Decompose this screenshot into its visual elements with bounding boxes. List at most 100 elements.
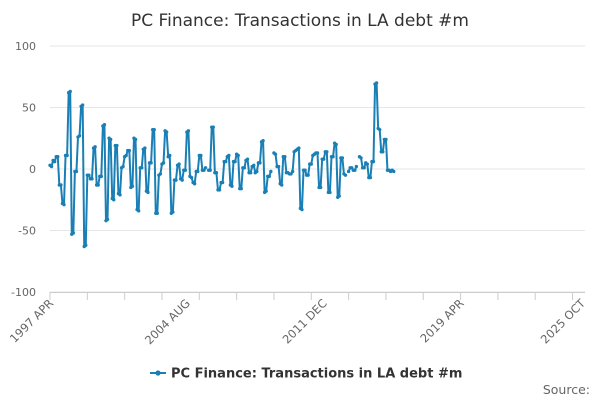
data-point[interactable] bbox=[245, 157, 250, 161]
data-point[interactable] bbox=[87, 173, 91, 177]
data-point[interactable] bbox=[318, 185, 323, 190]
data-point[interactable] bbox=[252, 163, 256, 168]
data-point[interactable] bbox=[378, 127, 382, 132]
data-point[interactable] bbox=[224, 159, 228, 164]
data-point[interactable] bbox=[115, 143, 119, 148]
data-point[interactable] bbox=[236, 153, 240, 158]
data-point[interactable] bbox=[168, 153, 172, 158]
data-point[interactable] bbox=[62, 202, 66, 207]
data-point[interactable] bbox=[233, 159, 237, 164]
data-point[interactable] bbox=[118, 193, 122, 197]
data-point[interactable] bbox=[220, 180, 225, 185]
data-point[interactable] bbox=[273, 152, 278, 156]
data-point[interactable] bbox=[255, 169, 259, 174]
data-point[interactable] bbox=[146, 190, 150, 195]
data-point[interactable] bbox=[211, 125, 215, 129]
data-point[interactable] bbox=[93, 145, 97, 149]
data-point[interactable] bbox=[306, 173, 310, 177]
data-point[interactable] bbox=[96, 183, 100, 187]
data-point[interactable] bbox=[343, 173, 348, 177]
data-point[interactable] bbox=[353, 168, 357, 172]
data-point[interactable] bbox=[49, 164, 54, 169]
data-point[interactable] bbox=[331, 155, 335, 159]
data-point[interactable] bbox=[90, 177, 94, 181]
data-point[interactable] bbox=[140, 166, 144, 170]
data-point[interactable] bbox=[189, 175, 194, 180]
data-point[interactable] bbox=[133, 137, 138, 142]
data-point[interactable] bbox=[121, 164, 125, 169]
data-point[interactable] bbox=[242, 166, 247, 170]
data-point[interactable] bbox=[290, 169, 295, 174]
data-point[interactable] bbox=[269, 169, 273, 174]
data-point[interactable] bbox=[334, 142, 338, 147]
data-point[interactable] bbox=[105, 217, 110, 222]
data-point[interactable] bbox=[192, 182, 197, 186]
data-point[interactable] bbox=[283, 155, 287, 159]
data-point[interactable] bbox=[267, 174, 271, 179]
data-point[interactable] bbox=[325, 150, 329, 154]
data-point[interactable] bbox=[300, 207, 304, 212]
data-point[interactable] bbox=[202, 168, 206, 172]
data-point[interactable] bbox=[227, 153, 231, 158]
data-point[interactable] bbox=[289, 172, 293, 176]
data-point[interactable] bbox=[303, 168, 307, 172]
data-point[interactable] bbox=[143, 146, 147, 150]
data-point[interactable] bbox=[174, 178, 178, 182]
data-point[interactable] bbox=[152, 127, 156, 132]
data-point[interactable] bbox=[196, 169, 200, 174]
data-point[interactable] bbox=[208, 168, 212, 172]
data-point[interactable] bbox=[354, 164, 359, 169]
data-point[interactable] bbox=[297, 146, 301, 150]
data-point[interactable] bbox=[322, 157, 326, 161]
data-point[interactable] bbox=[158, 172, 163, 176]
data-point[interactable] bbox=[368, 175, 373, 180]
data-point[interactable] bbox=[315, 151, 320, 155]
data-point[interactable] bbox=[130, 184, 135, 188]
data-point[interactable] bbox=[77, 134, 82, 138]
data-point[interactable] bbox=[161, 161, 166, 165]
data-point[interactable] bbox=[340, 156, 345, 160]
data-point[interactable] bbox=[350, 166, 354, 170]
data-point[interactable] bbox=[80, 103, 85, 107]
data-point[interactable] bbox=[149, 161, 153, 165]
data-point[interactable] bbox=[371, 159, 376, 164]
data-point[interactable] bbox=[258, 161, 262, 165]
data-point[interactable] bbox=[381, 150, 385, 154]
data-point[interactable] bbox=[84, 243, 88, 247]
data-point[interactable] bbox=[328, 190, 332, 195]
data-point[interactable] bbox=[199, 153, 203, 158]
data-point[interactable] bbox=[239, 186, 243, 191]
data-point[interactable] bbox=[346, 169, 351, 174]
data-point[interactable] bbox=[183, 168, 188, 172]
data-point[interactable] bbox=[186, 129, 191, 133]
data-point[interactable] bbox=[362, 166, 366, 170]
data-point[interactable] bbox=[384, 137, 388, 142]
data-point[interactable] bbox=[102, 123, 107, 127]
data-point[interactable] bbox=[374, 81, 379, 85]
data-point[interactable] bbox=[365, 162, 369, 166]
data-point[interactable] bbox=[124, 153, 128, 158]
data-point[interactable] bbox=[155, 211, 160, 215]
legend[interactable]: PC Finance: Transactions in LA debt #m bbox=[150, 367, 462, 382]
data-point[interactable] bbox=[203, 166, 208, 170]
data-point[interactable] bbox=[177, 162, 181, 166]
data-point[interactable] bbox=[56, 155, 60, 159]
data-point[interactable] bbox=[309, 162, 313, 166]
data-point[interactable] bbox=[276, 164, 281, 169]
data-point[interactable] bbox=[264, 189, 268, 193]
data-point[interactable] bbox=[164, 130, 169, 134]
data-point[interactable] bbox=[68, 89, 72, 94]
data-point[interactable] bbox=[59, 183, 63, 187]
data-point[interactable] bbox=[392, 169, 396, 174]
data-point[interactable] bbox=[230, 184, 234, 188]
data-point[interactable] bbox=[359, 156, 363, 160]
data-point[interactable] bbox=[112, 198, 116, 202]
data-point[interactable] bbox=[65, 153, 69, 158]
data-point[interactable] bbox=[99, 174, 104, 179]
data-point[interactable] bbox=[180, 178, 184, 182]
data-point[interactable] bbox=[52, 159, 57, 164]
data-point[interactable] bbox=[261, 139, 265, 143]
data-point[interactable] bbox=[136, 209, 141, 213]
data-point[interactable] bbox=[248, 170, 253, 175]
data-point[interactable] bbox=[171, 210, 175, 214]
